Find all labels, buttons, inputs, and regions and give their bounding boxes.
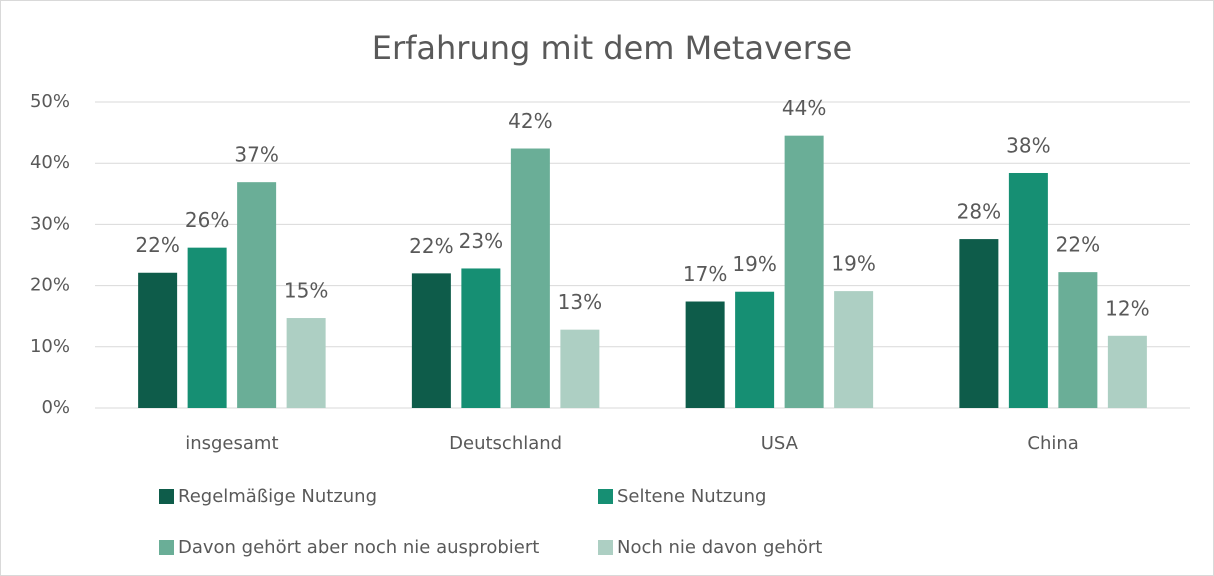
legend-label: Noch nie davon gehört bbox=[617, 537, 822, 558]
legend-swatch bbox=[598, 540, 613, 555]
legend-label: Seltene Nutzung bbox=[617, 486, 766, 507]
data-label: 19% bbox=[732, 252, 776, 276]
data-label: 17% bbox=[683, 262, 727, 286]
x-tick-label: Deutschland bbox=[449, 433, 562, 454]
bar bbox=[560, 329, 600, 408]
data-label: 23% bbox=[459, 229, 503, 253]
legend-label: Regelmäßige Nutzung bbox=[178, 486, 377, 507]
bar bbox=[286, 318, 326, 408]
data-label: 42% bbox=[508, 109, 552, 133]
data-label: 15% bbox=[284, 279, 328, 303]
bar bbox=[411, 273, 451, 408]
bar bbox=[1107, 335, 1147, 408]
legend-swatch bbox=[598, 489, 613, 504]
x-tick-label: USA bbox=[761, 433, 799, 454]
data-label: 38% bbox=[1006, 133, 1050, 157]
y-tick-label: 10% bbox=[30, 336, 70, 357]
y-tick-label: 30% bbox=[30, 213, 70, 234]
bar bbox=[685, 301, 725, 408]
data-label: 22% bbox=[409, 234, 453, 258]
data-label: 26% bbox=[185, 208, 229, 232]
y-tick-label: 40% bbox=[30, 152, 70, 173]
legend-swatch bbox=[159, 489, 174, 504]
bar bbox=[237, 182, 277, 408]
y-tick-label: 0% bbox=[41, 397, 70, 418]
bar bbox=[1058, 272, 1098, 408]
data-label: 12% bbox=[1105, 296, 1149, 320]
x-tick-label: China bbox=[1027, 433, 1078, 454]
bar bbox=[735, 291, 775, 408]
data-label: 22% bbox=[1056, 233, 1100, 257]
chart-title: Erfahrung mit dem Metaverse bbox=[372, 29, 852, 67]
y-tick-label: 20% bbox=[30, 275, 70, 296]
legend-swatch bbox=[159, 540, 174, 555]
bar bbox=[834, 291, 874, 408]
bar bbox=[187, 247, 227, 408]
bar bbox=[138, 272, 178, 408]
bar bbox=[784, 135, 824, 408]
data-label: 44% bbox=[782, 96, 826, 120]
y-tick-label: 50% bbox=[30, 91, 70, 112]
data-label: 19% bbox=[831, 252, 875, 276]
bar bbox=[510, 148, 550, 408]
x-tick-label: insgesamt bbox=[185, 433, 278, 454]
data-label: 37% bbox=[234, 143, 278, 167]
data-label: 13% bbox=[558, 290, 602, 314]
bar bbox=[1008, 172, 1048, 408]
data-label: 22% bbox=[135, 233, 179, 257]
bar bbox=[959, 239, 999, 408]
bar bbox=[461, 268, 501, 408]
data-label: 28% bbox=[957, 200, 1001, 224]
legend-label: Davon gehört aber noch nie ausprobiert bbox=[178, 537, 539, 558]
